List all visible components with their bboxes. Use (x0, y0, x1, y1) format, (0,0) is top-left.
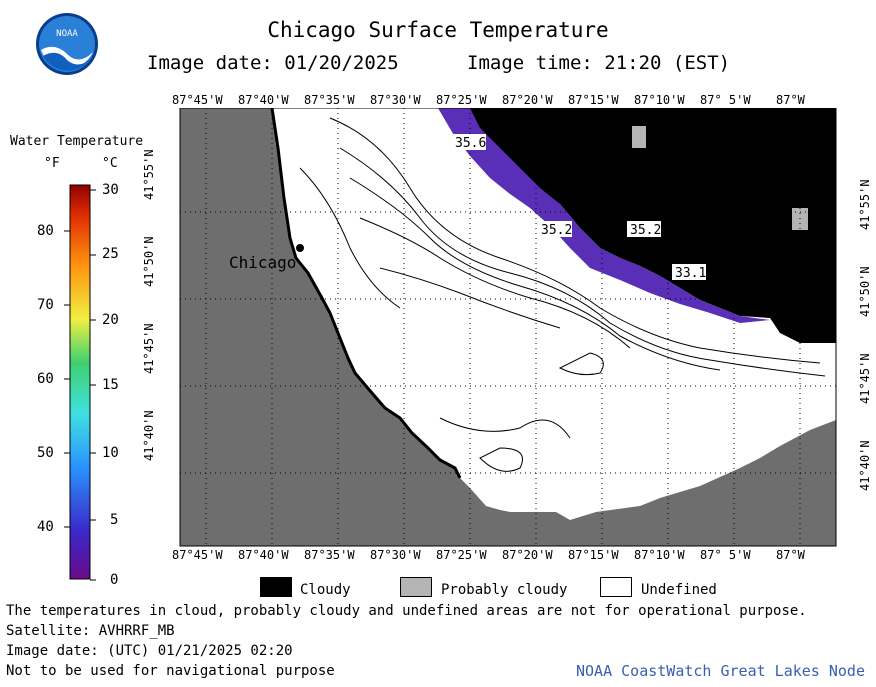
top-tick: 87°20'W (502, 93, 553, 107)
undefined-label: Undefined (641, 582, 717, 598)
bottom-tick: 87°40'W (238, 548, 289, 562)
top-tick: 87° 5'W (700, 93, 751, 107)
top-tick: 87°25'W (436, 93, 487, 107)
colorbar-c-label: 5 (110, 512, 119, 528)
chicago-marker-icon (296, 244, 304, 252)
bottom-tick: 87°W (776, 548, 805, 562)
disclaimer-text: The temperatures in cloud, probably clou… (6, 603, 807, 619)
colorbar-title: Water Temperature (10, 134, 144, 149)
page-title: Chicago Surface Temperature (267, 18, 609, 42)
utc-date-text: Image date: (UTC) 01/21/2025 02:20 (6, 643, 293, 659)
top-tick: 87°30'W (370, 93, 421, 107)
probably-cloudy-label: Probably cloudy (441, 582, 568, 598)
graticule (180, 108, 836, 546)
contour-label-bg (452, 134, 486, 150)
cloudy-swatch (260, 577, 292, 597)
right-tick: 41°55'N (858, 179, 872, 230)
land-area (180, 108, 836, 546)
top-tick: 87°40'W (238, 93, 289, 107)
colorbar-c-label: 20 (102, 312, 119, 328)
left-tick: 41°55'N (142, 149, 156, 200)
probably-cloudy-patch (792, 208, 808, 230)
colorbar-c-label: 10 (102, 445, 119, 461)
unit-celsius: °C (102, 156, 118, 171)
top-tick: 87°W (776, 93, 805, 107)
contour-label-bg (627, 221, 661, 237)
probably-cloudy-patch (632, 126, 646, 148)
image-time: Image time: 21:20 (EST) (467, 52, 731, 74)
colorbar-f-label: 80 (37, 223, 54, 239)
colorbar-f-label: 60 (37, 371, 54, 387)
image-date: Image date: 01/20/2025 (147, 52, 399, 74)
satellite-text: Satellite: AVHRRF_MB (6, 623, 175, 639)
probably-cloudy-swatch (400, 577, 432, 597)
bottom-tick: 87°15'W (568, 548, 619, 562)
right-tick: 41°45'N (858, 353, 872, 404)
colorbar-c-label: 0 (110, 572, 119, 588)
bottom-tick: 87°35'W (304, 548, 355, 562)
colorbar-c-label: 15 (102, 377, 119, 393)
left-tick: 41°40'N (142, 410, 156, 461)
colorbar-f-label: 70 (37, 297, 54, 313)
top-tick: 87°15'W (568, 93, 619, 107)
noaa-logo-icon: NOAA (36, 13, 98, 75)
node-credit: NOAA CoastWatch Great Lakes Node (576, 662, 865, 680)
bottom-tick: 87°10'W (634, 548, 685, 562)
bottom-tick: 87° 5'W (700, 548, 751, 562)
map-frame (179, 108, 837, 547)
undefined-swatch (600, 577, 632, 597)
bottom-tick: 87°25'W (436, 548, 487, 562)
temperature-contours (299, 117, 826, 472)
right-tick: 41°50'N (858, 266, 872, 317)
left-tick: 41°50'N (142, 236, 156, 287)
contour-label-bg (538, 221, 572, 237)
contour-label: 35.2 (541, 223, 572, 238)
colorbar-f-label: 50 (37, 445, 54, 461)
bottom-tick: 87°20'W (502, 548, 553, 562)
contour-label-bg (672, 264, 706, 280)
left-tick: 41°45'N (142, 323, 156, 374)
colorbar (64, 184, 96, 581)
contour-label: 35.2 (630, 223, 661, 238)
top-tick: 87°45'W (172, 93, 223, 107)
colorbar-f-label: 40 (37, 519, 54, 535)
colorbar-c-label: 30 (102, 182, 119, 198)
bottom-tick: 87°45'W (172, 548, 223, 562)
unit-fahrenheit: °F (44, 156, 60, 171)
map-area: 35.6 35.2 35.2 33.1 (179, 108, 837, 547)
top-tick: 87°35'W (304, 93, 355, 107)
bottom-tick: 87°30'W (370, 548, 421, 562)
logo-text: NOAA (56, 29, 78, 39)
coastline (270, 108, 462, 479)
warm-water-area (438, 108, 770, 323)
contour-label: 35.6 (455, 136, 486, 151)
top-tick: 87°10'W (634, 93, 685, 107)
navigation-text: Not to be used for navigational purpose (6, 663, 335, 679)
city-label: Chicago (229, 253, 297, 272)
contour-label: 33.1 (675, 266, 706, 281)
colorbar-c-label: 25 (102, 246, 119, 262)
right-tick: 41°40'N (858, 440, 872, 491)
cloudy-label: Cloudy (300, 582, 351, 598)
